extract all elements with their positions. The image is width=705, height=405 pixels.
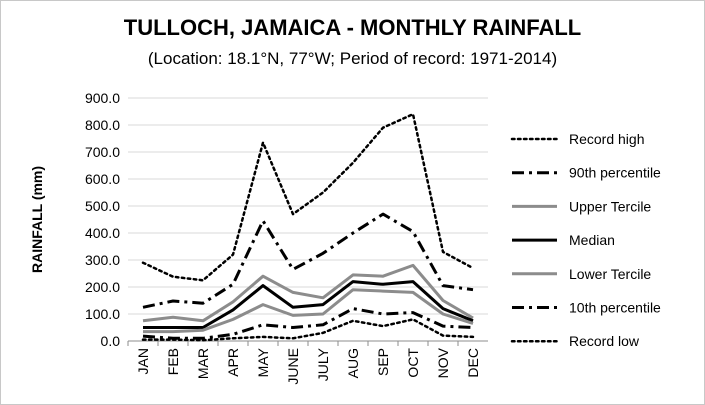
y-tick-label: 700.0 xyxy=(85,144,120,160)
x-tick-labels: JAN FEB MAR APR MAY JUNE JULY AUG SEP OCT NOV DEC xyxy=(135,347,481,384)
x-tick-label: NOV xyxy=(435,347,451,378)
y-tick-label: 500.0 xyxy=(85,198,120,214)
x-tick-label: DEC xyxy=(465,348,481,378)
legend: Record high 90th percentile Upper Tercile M… xyxy=(510,131,661,349)
x-tick-label: MAR xyxy=(195,348,211,379)
gridlines xyxy=(127,97,488,346)
series-lines xyxy=(141,112,475,342)
x-tick-label: FEB xyxy=(165,348,181,375)
chart-title: TULLOCH, JAMAICA - MONTHLY RAINFALL xyxy=(123,15,582,40)
y-tick-label: 100.0 xyxy=(85,306,120,322)
series-line-90th-percentile xyxy=(142,212,474,309)
y-tick-label: 0.0 xyxy=(101,333,121,349)
x-tick-label: JAN xyxy=(135,348,151,374)
legend-label: 10th percentile xyxy=(569,300,661,316)
legend-label: Median xyxy=(569,232,615,248)
y-tick-label: 600.0 xyxy=(85,171,120,187)
series-line-median xyxy=(143,280,474,329)
series-line-10th-percentile xyxy=(142,307,474,340)
x-tick-label: SEP xyxy=(375,348,391,376)
legend-label: 90th percentile xyxy=(569,165,661,181)
x-tick-label: AUG xyxy=(345,348,361,378)
legend-label: Lower Tercile xyxy=(569,266,651,282)
x-tick-label: MAY xyxy=(255,347,271,377)
y-tick-label: 900.0 xyxy=(85,90,120,106)
x-tick-label: JUNE xyxy=(285,348,301,385)
y-tick-label: 800.0 xyxy=(85,117,120,133)
series-line-lower-tercile xyxy=(143,288,474,334)
legend-label: Record low xyxy=(569,333,640,349)
y-tick-labels: 0.0 100.0 200.0 300.0 400.0 500.0 600.0 700.0 80… xyxy=(85,90,120,349)
legend-label: Record high xyxy=(569,131,645,147)
y-tick-label: 200.0 xyxy=(85,279,120,295)
series-line-upper-tercile xyxy=(142,263,474,323)
legend-label: Upper Tercile xyxy=(569,198,651,214)
y-tick-label: 400.0 xyxy=(85,225,120,241)
x-tick-label: APR xyxy=(225,348,241,377)
series-line-record-high xyxy=(141,112,475,282)
series-line-record-low xyxy=(141,318,475,342)
y-axis-label: RAINFALL (mm) xyxy=(29,166,45,273)
x-tick-label: JULY xyxy=(315,347,331,381)
chart-subtitle: (Location: 18.1°N, 77°W; Period of recor… xyxy=(147,49,558,68)
x-tick-label: OCT xyxy=(405,348,421,378)
y-tick-label: 300.0 xyxy=(85,252,120,268)
